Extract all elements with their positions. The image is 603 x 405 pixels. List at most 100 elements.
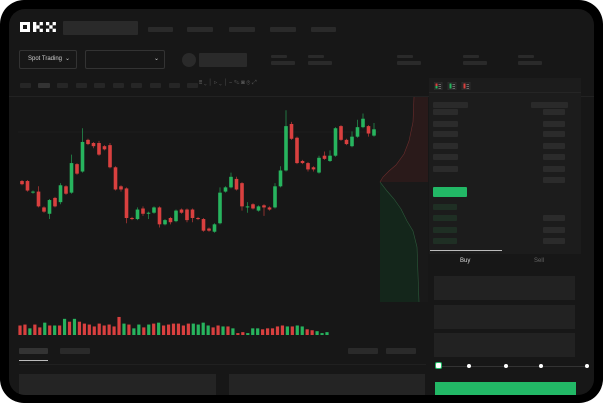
candle-body [218, 192, 222, 224]
candle [196, 216, 200, 221]
candle [207, 227, 211, 232]
volume-bar [102, 325, 106, 335]
volume-bar [97, 323, 101, 335]
candle [223, 186, 228, 193]
nav-item[interactable] [148, 27, 173, 32]
price-input[interactable] [434, 276, 575, 300]
slider-step-75[interactable] [539, 364, 543, 368]
last-price [433, 187, 467, 197]
timeframe-button[interactable] [57, 83, 68, 88]
spot-trading-dropdown[interactable]: Spot Trading ⌄ [19, 50, 77, 69]
candle-body [361, 118, 365, 128]
candle [256, 205, 261, 212]
candle [97, 140, 101, 156]
fullscreen-icon[interactable]: ⤢ [252, 80, 257, 86]
ask-size [543, 131, 565, 137]
candle-body [201, 219, 206, 231]
tab-order-history[interactable] [60, 348, 90, 354]
timeframe-button[interactable] [187, 83, 198, 88]
filter-button[interactable] [386, 348, 416, 354]
wave-icon[interactable]: ∼ [228, 80, 233, 86]
volume-bar [161, 325, 166, 335]
candle [152, 206, 156, 214]
volume-bar [171, 323, 176, 335]
line-icon[interactable]: ⊳ ⌄ [213, 80, 222, 86]
camera-icon[interactable]: ◙ [241, 80, 245, 86]
volume-bar [72, 318, 77, 335]
candle-body [25, 181, 30, 191]
candle-body [113, 167, 118, 190]
total-input[interactable] [434, 333, 575, 357]
candle [306, 162, 310, 172]
candle [366, 125, 371, 137]
amount-slider[interactable] [438, 366, 588, 367]
candle [185, 208, 189, 223]
book-both-icon [434, 82, 443, 90]
tab-sell[interactable]: Sell [534, 258, 545, 264]
bid-price [433, 204, 457, 210]
candle-body [273, 186, 277, 208]
slider-step-25[interactable] [467, 364, 471, 368]
order-book-header [429, 78, 581, 93]
settings-icon[interactable]: ⊚ [246, 80, 251, 86]
candle [322, 151, 327, 160]
buy-button[interactable] [435, 382, 576, 395]
pencil-icon[interactable]: ✎ [233, 80, 240, 86]
candle [64, 185, 68, 195]
indicator-icon[interactable]: ⩩ ⌄ [199, 80, 207, 86]
candlestick-chart[interactable] [9, 97, 429, 337]
timeframe-button[interactable] [150, 83, 161, 88]
buy-tab-indicator [430, 250, 502, 251]
candle-body [108, 145, 112, 168]
candle [20, 179, 24, 186]
candle-body [80, 141, 85, 172]
candle [273, 183, 277, 209]
timeframe-button[interactable] [94, 83, 105, 88]
volume-bar [231, 328, 235, 335]
timeframe-button[interactable] [131, 83, 142, 88]
candle-body [64, 186, 68, 194]
candle-body [185, 209, 189, 221]
volume-bar [206, 325, 210, 335]
candle-body [31, 191, 35, 193]
candle-body [174, 210, 178, 222]
volume-bar [166, 324, 171, 335]
order-book-view-toggle[interactable] [434, 82, 476, 90]
timeframe-button[interactable] [20, 83, 31, 88]
timeframe-button[interactable] [113, 83, 124, 88]
candle-body [262, 205, 266, 208]
candle [80, 128, 85, 173]
tab-open-orders[interactable] [19, 348, 48, 354]
slider-handle[interactable] [435, 362, 442, 369]
volume-bar [92, 326, 96, 335]
filter-button[interactable] [348, 348, 378, 354]
timeframe-button[interactable] [76, 83, 87, 88]
column-header [433, 102, 468, 108]
search-bar[interactable] [63, 21, 138, 35]
stat-value [397, 61, 421, 65]
candle [179, 208, 184, 214]
pair-dropdown[interactable]: ⌄ [85, 50, 165, 69]
tab-buy[interactable]: Buy [460, 258, 471, 264]
amount-input[interactable] [434, 305, 575, 329]
timeframe-button[interactable] [38, 83, 50, 88]
candle-body [20, 181, 24, 185]
slider-step-50[interactable] [504, 364, 508, 368]
candle-body [179, 209, 184, 213]
volume-bar [191, 323, 195, 335]
nav-item[interactable] [187, 27, 213, 32]
volume-bar [137, 324, 141, 335]
nav-item[interactable] [229, 27, 255, 32]
ask-size [543, 166, 565, 172]
spot-trading-label: Spot Trading [28, 56, 63, 62]
slider-step-100[interactable] [585, 364, 589, 368]
volume-bar [186, 323, 190, 335]
candle-body [124, 188, 129, 218]
volume-bar [211, 327, 215, 335]
candle-body [157, 207, 162, 225]
timeframe-button[interactable] [169, 83, 180, 88]
volume-bar [261, 329, 265, 335]
nav-item[interactable] [270, 27, 296, 32]
divider [9, 96, 594, 97]
nav-item[interactable] [311, 27, 336, 32]
